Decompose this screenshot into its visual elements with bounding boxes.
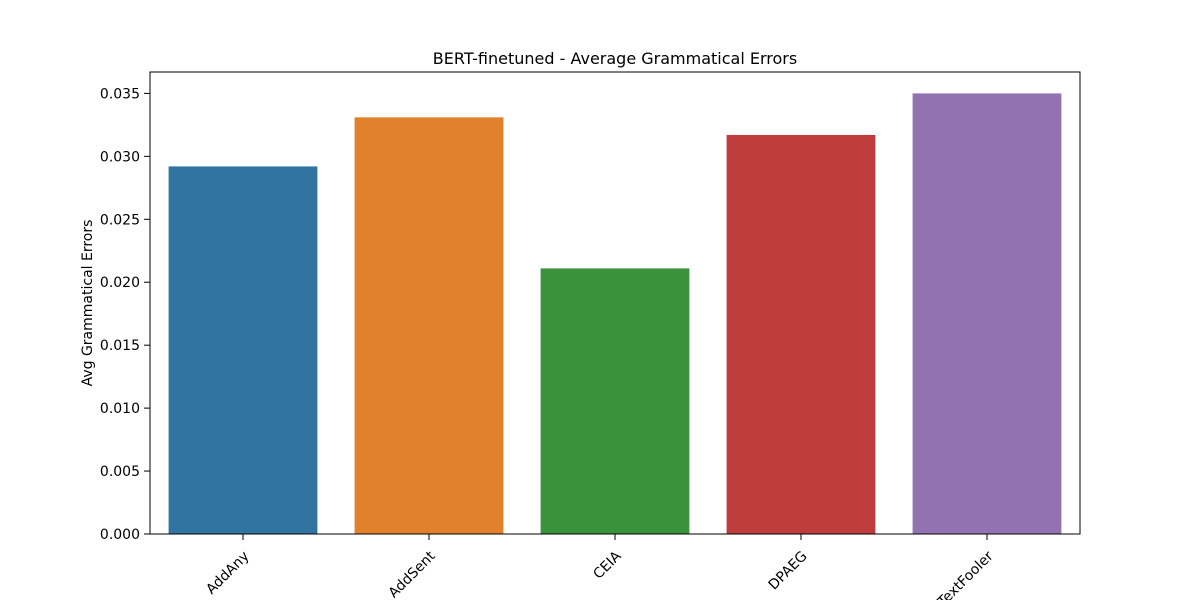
bars-group bbox=[168, 93, 1062, 535]
y-tick-label: 0.015 bbox=[100, 338, 140, 354]
y-tick-label: 0.030 bbox=[100, 149, 140, 165]
y-axis-label: Avg Grammatical Errors bbox=[80, 220, 96, 387]
y-tick-label: 0.000 bbox=[100, 527, 140, 543]
y-tick-label: 0.005 bbox=[100, 464, 140, 480]
y-tick-label: 0.035 bbox=[100, 86, 140, 102]
bar-ceia bbox=[540, 268, 690, 534]
bar-textfooler bbox=[912, 93, 1062, 534]
y-tick-label: 0.010 bbox=[100, 401, 140, 417]
bar-addany bbox=[168, 166, 318, 534]
chart-title: BERT-finetuned - Average Grammatical Err… bbox=[433, 49, 797, 68]
y-tick-label: 0.025 bbox=[100, 212, 140, 228]
bar-dpaeg bbox=[726, 134, 876, 534]
y-tick-label: 0.020 bbox=[100, 275, 140, 291]
y-axis: 0.000 0.005 0.010 0.015 0.020 0.025 0.030 0.035 bbox=[100, 86, 150, 543]
bar-addsent bbox=[354, 117, 504, 535]
